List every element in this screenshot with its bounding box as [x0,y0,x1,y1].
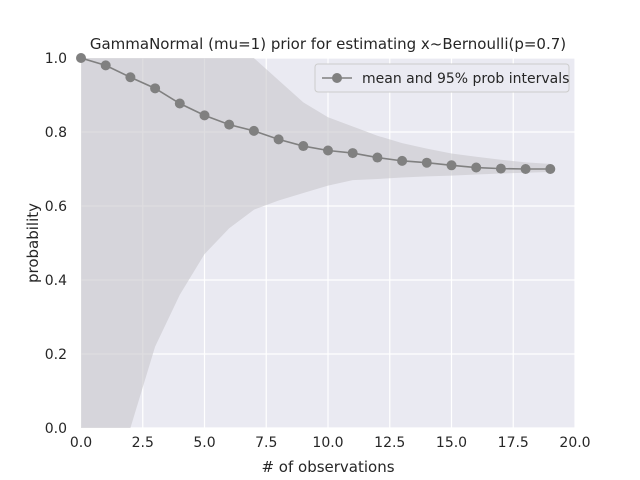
mean-point [224,119,235,130]
y-tick-labels: 0.0 0.2 0.4 0.6 0.8 1.0 [45,51,67,437]
probability-interval-band [81,58,551,428]
legend-label: mean and 95% prob intervals [362,71,569,87]
y-tick-label: 0.8 [45,125,67,141]
legend-marker [332,73,342,83]
mean-point [76,53,86,63]
x-tick-labels: 0.0 2.5 5.0 7.5 10.0 12.5 15.0 17.5 20.0 [70,435,591,451]
mean-point [150,83,161,94]
x-tick-label: 12.5 [374,435,405,451]
x-tick-label: 0.0 [70,435,92,451]
mean-point [471,162,482,173]
mean-point [347,148,358,159]
x-axis-label: # of observations [261,458,394,476]
y-tick-label: 0.2 [45,347,67,363]
y-axis-label: probability [24,203,42,283]
chart-title: GammaNormal (mu=1) prior for estimating … [90,35,566,53]
legend-box [314,63,570,93]
mean-point [372,152,383,163]
mean-point [248,125,259,136]
mean-point [495,163,506,174]
x-tick-label: 2.5 [132,435,154,451]
band-layer [81,58,551,428]
x-tick-label: 20.0 [559,435,590,451]
mean-point [273,134,284,145]
points-layer [76,53,556,174]
mean-point [397,155,408,166]
x-tick-label: 17.5 [498,435,529,451]
y-tick-label: 0.4 [45,273,67,289]
mean-point [323,145,333,156]
mean-point [298,141,309,152]
y-tick-label: 1.0 [45,51,67,67]
mean-point [545,164,556,174]
mean-point [100,60,111,71]
mean-point [520,164,531,174]
x-tick-label: 10.0 [312,435,343,451]
y-tick-label: 0.0 [45,421,67,437]
y-tick-label: 0.6 [45,199,67,215]
x-tick-label: 7.5 [255,435,277,451]
mean-point [446,160,457,171]
x-tick-label: 15.0 [436,435,467,451]
mean-point [174,98,185,109]
mean-point [421,157,432,168]
x-tick-label: 5.0 [193,435,215,451]
legend: mean and 95% prob intervals [314,63,570,93]
mean-point [125,72,136,83]
mean-point [199,110,210,121]
